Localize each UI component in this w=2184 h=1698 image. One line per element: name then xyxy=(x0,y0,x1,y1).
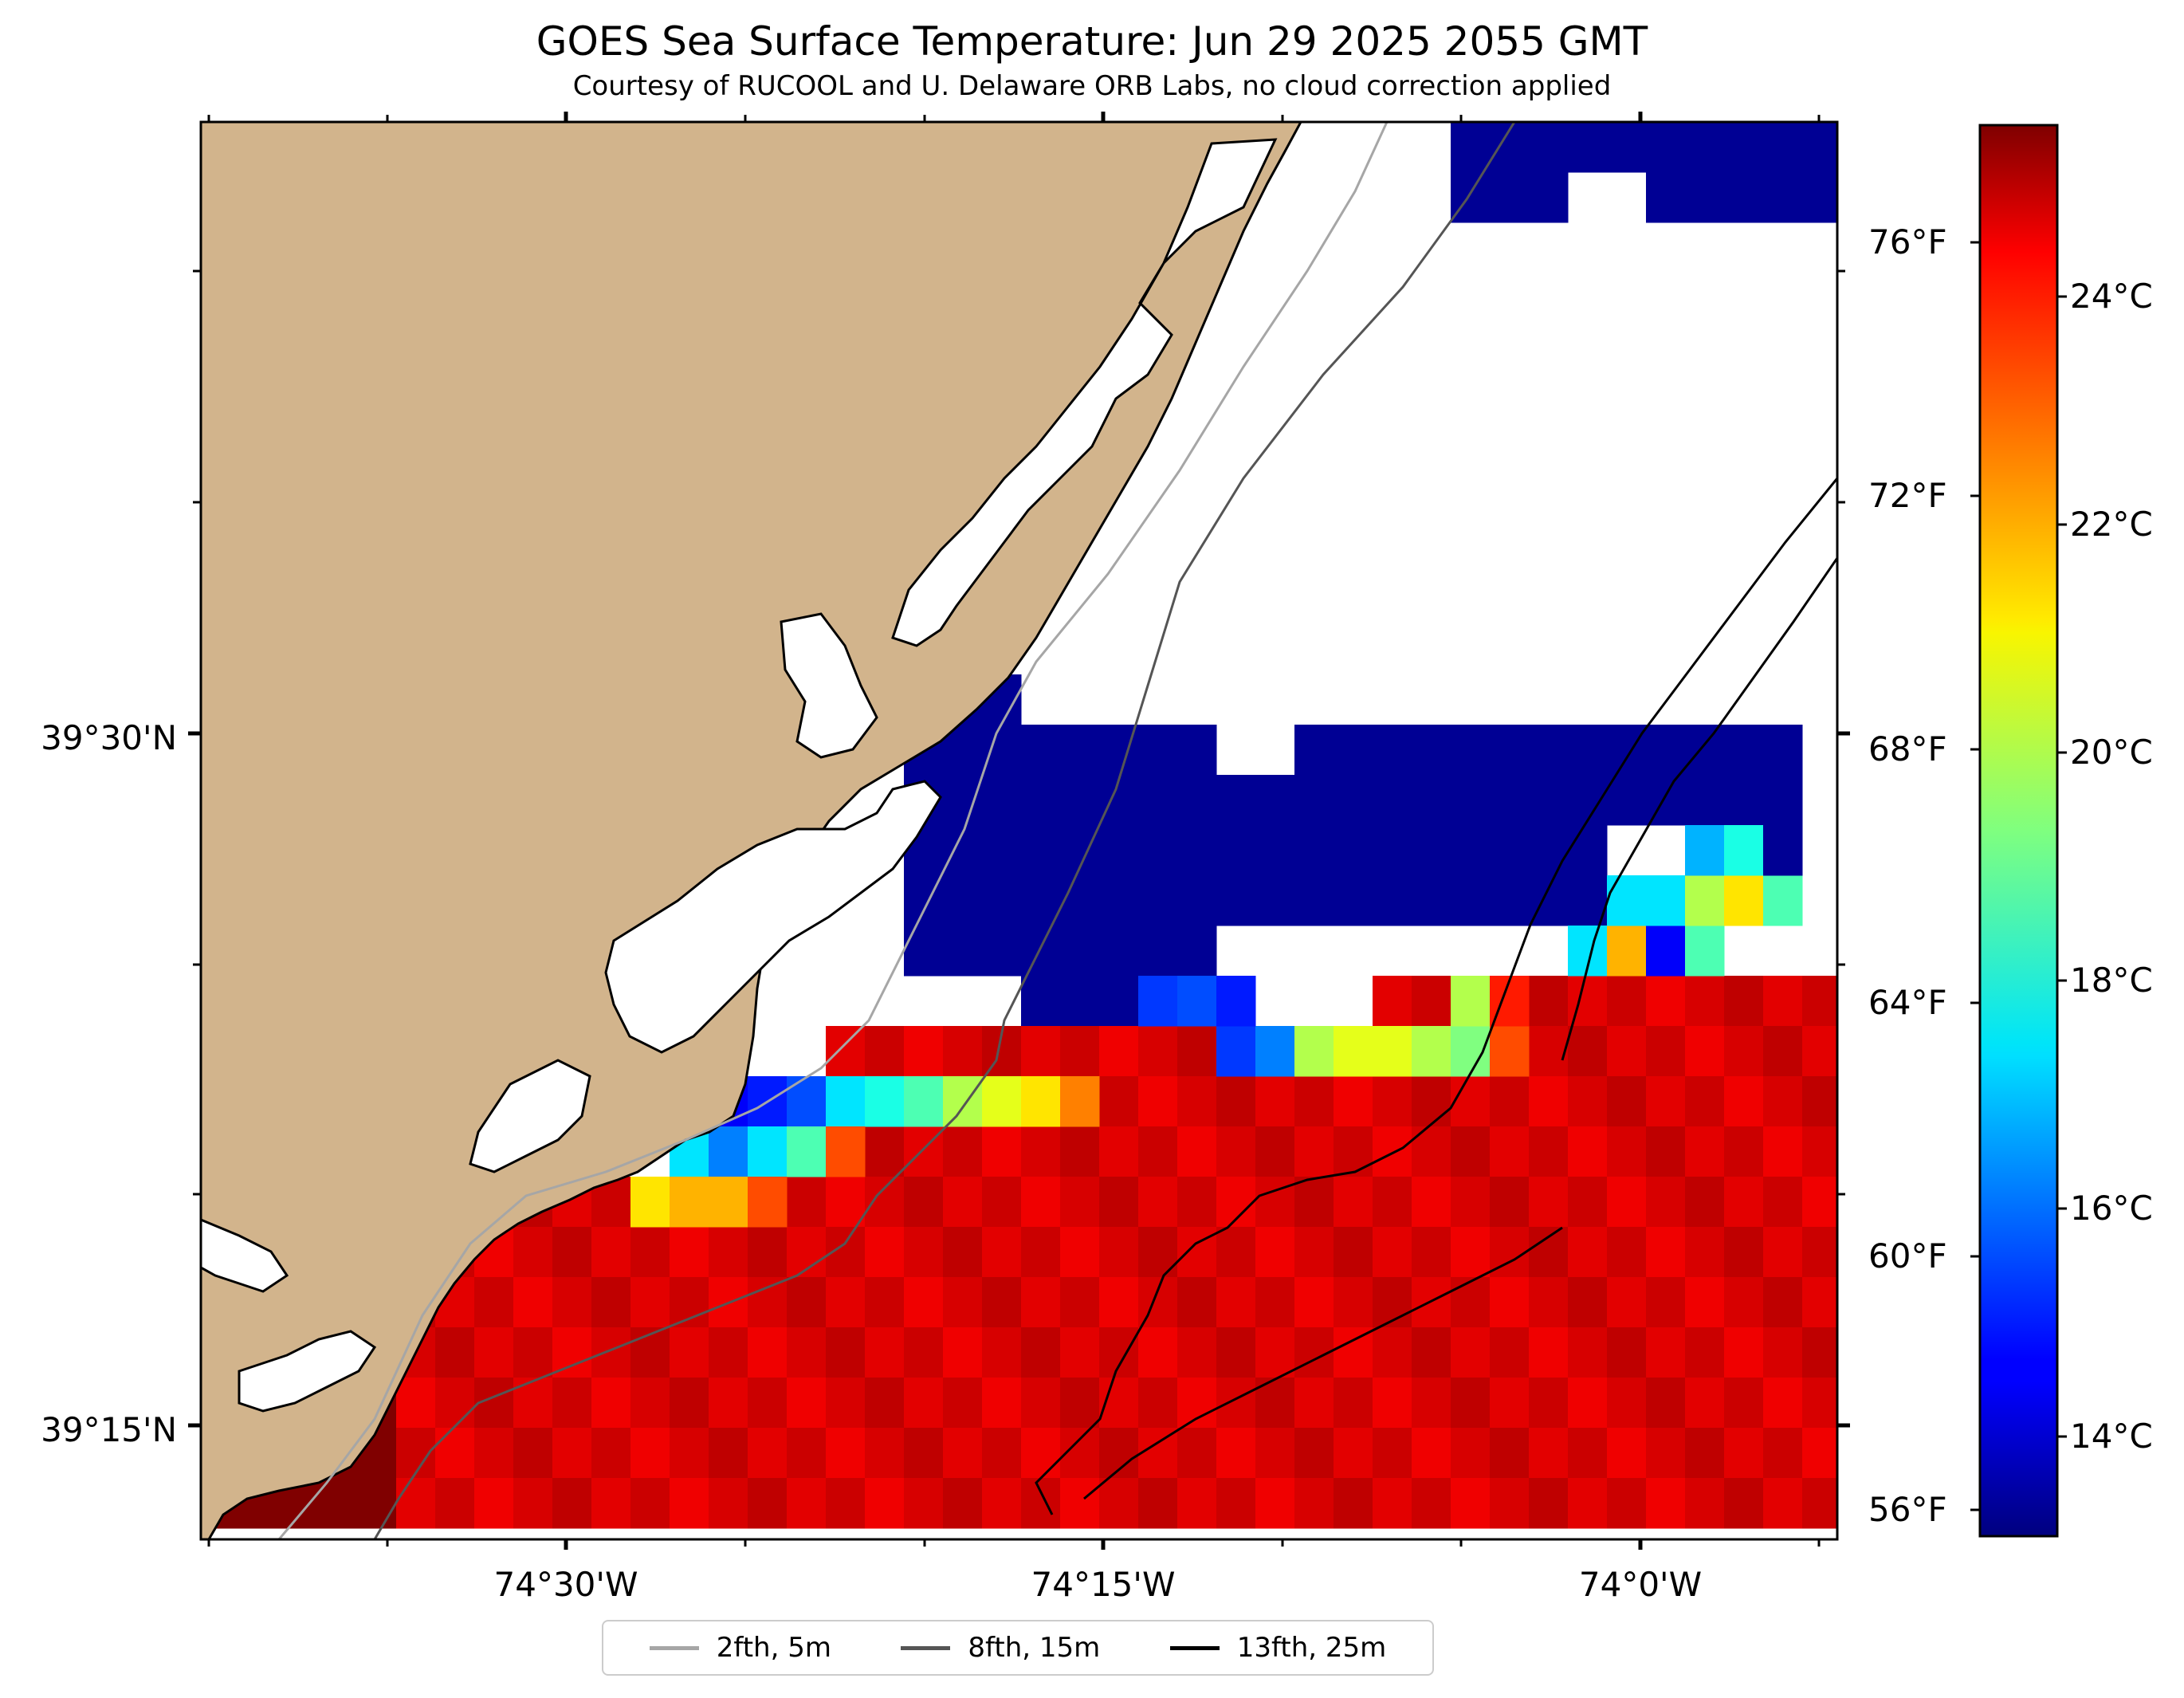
colorbar: 24°C 22°C 20°C 18°C 16°C 14°C 76°F 72°F … xyxy=(1868,124,2153,1538)
legend-label-13fth: 13fth, 25m xyxy=(1236,1632,1387,1664)
legend-line-13fth xyxy=(1169,1645,1220,1650)
lon-label-74-30: 74°30'W xyxy=(494,1565,638,1604)
coast-inlet-4 xyxy=(469,1059,591,1173)
isobath-2fth xyxy=(277,122,1389,1539)
coast-inlet-2 xyxy=(780,612,878,759)
colorbar-label-14c: 14°C xyxy=(2070,1417,2153,1456)
legend-label-8fth: 8fth, 15m xyxy=(968,1632,1101,1664)
colorbar-label-56f: 56°F xyxy=(1868,1490,1947,1529)
isobath-13fth xyxy=(1035,478,1837,1515)
lat-label-39-15: 39°15'N xyxy=(41,1410,177,1449)
coast-inlet-3 xyxy=(604,780,942,1054)
colorbar-label-60f: 60°F xyxy=(1868,1236,1947,1275)
isobath-8fth xyxy=(373,122,1516,1539)
legend-line-8fth xyxy=(901,1645,951,1650)
axis-ticks xyxy=(188,112,1850,1550)
coast-inlet-5 xyxy=(201,1218,289,1293)
coast-inlet-6 xyxy=(238,1330,377,1413)
legend-item-13fth: 13fth, 25m xyxy=(1169,1632,1387,1664)
legend-item-8fth: 8fth, 15m xyxy=(901,1632,1100,1664)
colorbar-label-20c: 20°C xyxy=(2070,733,2153,772)
lat-label-39-30: 39°30'N xyxy=(41,718,177,757)
colorbar-label-18c: 18°C xyxy=(2070,961,2153,1000)
map-frame xyxy=(199,120,1839,1541)
isobath-13fth-b xyxy=(1561,557,1837,1061)
isobath-13fth-c xyxy=(1083,1226,1563,1500)
legend-line-2fth xyxy=(649,1645,699,1650)
colorbar-gradient xyxy=(1978,124,2059,1538)
colorbar-label-22c: 22°C xyxy=(2070,505,2153,544)
lon-label-74-0: 74°0'W xyxy=(1579,1565,1702,1604)
colorbar-label-64f: 64°F xyxy=(1868,983,1947,1022)
lon-label-74-15: 74°15'W xyxy=(1031,1565,1176,1604)
legend-label-2fth: 2fth, 5m xyxy=(716,1632,831,1664)
coast-inlet xyxy=(891,138,1278,647)
colorbar-label-24c: 24°C xyxy=(2070,277,2153,316)
colorbar-label-76f: 76°F xyxy=(1868,222,1947,261)
isobath-legend: 2fth, 5m 8fth, 15m 13fth, 25m xyxy=(602,1620,1434,1676)
map-subtitle: Courtesy of RUCOOL and U. Delaware ORB L… xyxy=(572,70,1612,102)
colorbar-label-68f: 68°F xyxy=(1868,729,1947,768)
map-title: GOES Sea Surface Temperature: Jun 29 202… xyxy=(536,18,1648,65)
legend-item-2fth: 2fth, 5m xyxy=(649,1632,831,1664)
colorbar-label-72f: 72°F xyxy=(1868,476,1947,515)
colorbar-label-16c: 16°C xyxy=(2070,1189,2153,1228)
